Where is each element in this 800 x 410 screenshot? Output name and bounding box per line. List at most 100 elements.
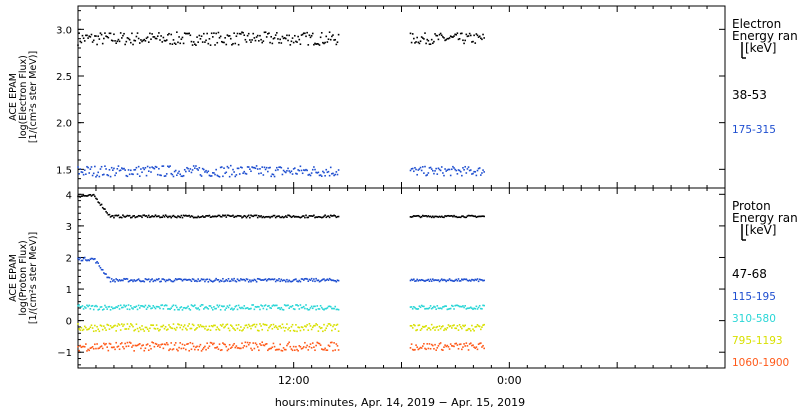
data-point <box>97 347 100 350</box>
data-point <box>256 346 259 348</box>
data-point <box>79 344 82 347</box>
data-point <box>132 215 134 217</box>
data-point <box>154 279 157 282</box>
data-point <box>152 280 155 283</box>
data-point <box>206 32 208 35</box>
data-point <box>335 280 338 283</box>
data-point <box>80 195 83 198</box>
data-point <box>107 276 110 279</box>
data-point <box>227 306 230 309</box>
data-point <box>141 171 143 174</box>
data-point <box>135 216 138 218</box>
data-point <box>141 305 143 307</box>
data-point <box>305 304 307 306</box>
data-point <box>468 169 471 172</box>
data-point <box>133 350 135 352</box>
data-point <box>141 325 143 327</box>
data-point <box>243 327 246 329</box>
data-point <box>185 170 187 173</box>
data-point <box>413 215 415 217</box>
data-point <box>164 343 167 346</box>
data-point <box>430 307 433 310</box>
data-point <box>183 215 186 217</box>
data-point <box>80 259 83 262</box>
data-point <box>324 307 326 310</box>
data-point <box>483 323 485 326</box>
data-point <box>277 38 279 40</box>
data-point <box>263 323 266 326</box>
data-point <box>146 216 149 219</box>
data-point <box>89 36 92 38</box>
data-point <box>285 37 287 40</box>
data-point <box>228 215 231 217</box>
data-point <box>155 324 158 326</box>
data-point <box>207 42 210 45</box>
data-point <box>304 325 306 327</box>
data-point <box>439 216 442 218</box>
data-point <box>226 305 229 307</box>
data-point <box>91 194 94 196</box>
data-point <box>245 307 248 309</box>
data-point <box>94 165 96 168</box>
data-point <box>333 324 335 326</box>
data-point <box>185 327 187 330</box>
data-point <box>242 31 244 34</box>
data-point <box>165 304 168 307</box>
data-point <box>190 40 193 43</box>
data-point <box>332 279 334 282</box>
data-point <box>107 174 110 177</box>
data-point <box>201 167 204 170</box>
data-point <box>323 171 325 174</box>
data-point <box>425 279 427 282</box>
data-point <box>228 329 231 332</box>
data-point <box>96 43 98 46</box>
data-point <box>327 38 330 41</box>
data-point <box>232 168 234 171</box>
data-point <box>89 193 92 196</box>
data-point <box>274 169 277 172</box>
data-point <box>292 279 295 281</box>
data-point <box>439 279 442 282</box>
data-point <box>91 327 94 329</box>
data-point <box>189 341 192 344</box>
data-point <box>219 279 222 282</box>
data-point <box>276 279 278 281</box>
data-point <box>311 280 314 282</box>
data-point <box>80 41 83 44</box>
data-point <box>292 168 295 170</box>
data-point <box>143 38 146 41</box>
data-point <box>297 169 299 171</box>
data-point <box>308 323 311 325</box>
data-point <box>454 327 456 330</box>
data-point <box>121 279 123 281</box>
data-point <box>476 348 479 351</box>
data-point <box>426 307 429 310</box>
data-point <box>81 34 84 37</box>
data-point <box>435 326 437 329</box>
data-point <box>289 280 292 283</box>
data-point <box>227 277 230 280</box>
data-point <box>327 305 330 308</box>
data-point <box>292 345 295 348</box>
data-point <box>455 327 458 330</box>
data-point <box>262 40 265 42</box>
data-point <box>82 37 85 40</box>
data-point <box>205 169 207 172</box>
data-point <box>440 34 443 37</box>
data-point <box>423 305 425 308</box>
data-point <box>168 166 170 168</box>
data-point <box>229 308 232 311</box>
data-point <box>132 325 134 328</box>
data-point <box>87 348 89 351</box>
data-point <box>276 304 278 307</box>
data-point <box>123 304 125 307</box>
data-point <box>267 349 269 352</box>
data-point <box>200 325 203 328</box>
data-point <box>288 327 290 329</box>
data-point <box>207 328 210 331</box>
data-point <box>269 347 271 350</box>
data-point <box>418 305 421 308</box>
data-point <box>477 325 480 327</box>
data-point <box>110 215 113 217</box>
data-point <box>109 343 112 345</box>
